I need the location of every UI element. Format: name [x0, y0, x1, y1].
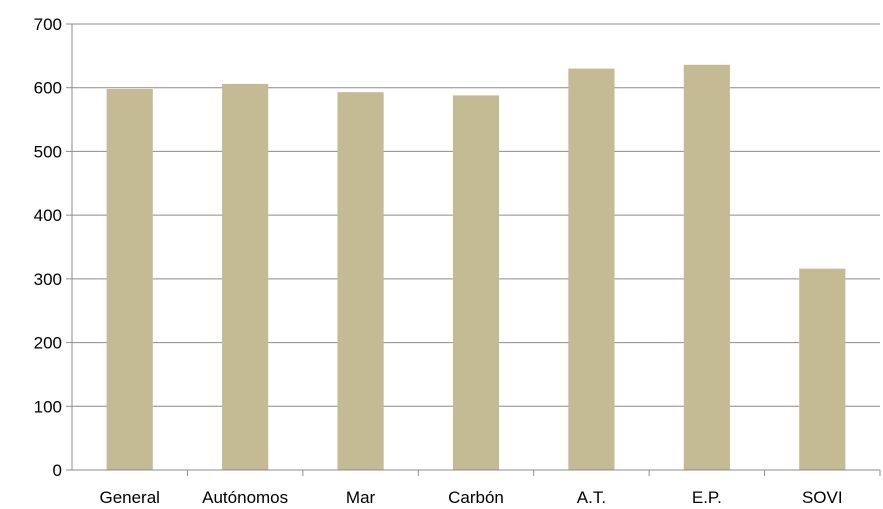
y-tick-label: 200: [34, 334, 62, 353]
bar-6: [799, 268, 846, 470]
x-tick-label: Carbón: [448, 488, 504, 507]
x-tick-label: A.T.: [577, 488, 606, 507]
bars: [106, 64, 846, 471]
y-tick-label: 400: [34, 206, 62, 225]
y-tick-label: 600: [34, 79, 62, 98]
bar-5: [683, 64, 730, 470]
x-tick-label: SOVI: [802, 488, 843, 507]
axes: [66, 23, 881, 476]
bar-1: [222, 83, 269, 471]
y-tick-label: 300: [34, 270, 62, 289]
bar-0: [106, 88, 153, 470]
bar-2: [337, 92, 384, 470]
x-tick-label: E.P.: [692, 488, 722, 507]
x-tick-labels: General Autónomos Mar Carbón A.T. E.P. SOVI: [99, 488, 842, 507]
y-tick-label: 100: [34, 397, 62, 416]
y-tick-label: 700: [34, 15, 62, 34]
x-tick-label: General: [99, 488, 159, 507]
y-tick-label: 0: [53, 461, 62, 480]
y-tick-labels: 0 100 200 300 400 500 600 700: [34, 15, 62, 480]
bar-3: [452, 95, 500, 471]
x-tick-label: Autónomos: [202, 488, 288, 507]
bar-4: [568, 68, 615, 470]
y-tick-label: 500: [34, 142, 62, 161]
x-tick-label: Mar: [346, 488, 376, 507]
